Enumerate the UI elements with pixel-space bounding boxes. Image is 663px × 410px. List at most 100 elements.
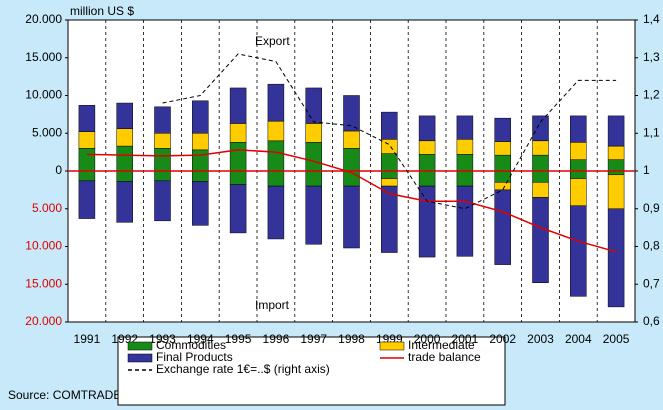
bar-segment bbox=[456, 154, 474, 172]
bar-segment bbox=[267, 185, 285, 240]
bar-segment bbox=[381, 185, 398, 253]
x-tick-label: 2002 bbox=[489, 332, 516, 346]
bar-segment bbox=[456, 115, 474, 140]
bar-segment bbox=[154, 170, 171, 182]
y2-tick-label: 1,1 bbox=[643, 125, 660, 139]
bar-segment bbox=[381, 111, 398, 140]
bar-segment bbox=[343, 95, 360, 132]
bar-segment bbox=[154, 148, 171, 172]
bar-segment bbox=[343, 185, 360, 249]
bar-segment bbox=[494, 117, 511, 142]
x-tick-label: 1996 bbox=[263, 332, 290, 346]
bar-segment bbox=[116, 128, 133, 147]
bar-segment bbox=[607, 115, 625, 147]
x-tick-label: 2001 bbox=[452, 332, 479, 346]
bar-segment bbox=[607, 159, 625, 172]
bar-segment bbox=[381, 139, 398, 154]
y-tick-label: 10.000 bbox=[25, 239, 62, 253]
bar-segment bbox=[381, 153, 398, 172]
bar-segment bbox=[532, 197, 549, 283]
bar-segment bbox=[305, 142, 322, 172]
y-tick-label: 15.000 bbox=[25, 276, 62, 290]
bar-segment bbox=[494, 182, 511, 191]
x-tick-label: 1993 bbox=[149, 332, 176, 346]
bar-segment bbox=[343, 148, 360, 172]
bar-segment bbox=[154, 106, 171, 134]
annotation: Export bbox=[255, 34, 290, 48]
bar-segment bbox=[418, 185, 436, 258]
x-tick-label: 1994 bbox=[187, 332, 214, 346]
y-tick-label: 15.000 bbox=[25, 50, 62, 64]
y-tick-label: 0 bbox=[55, 163, 62, 177]
legend bbox=[117, 336, 506, 406]
bar-segment bbox=[192, 181, 209, 226]
bar-segment bbox=[532, 154, 549, 172]
bar-segment bbox=[494, 154, 511, 172]
bar-segment bbox=[418, 140, 436, 155]
bar-segment bbox=[267, 170, 285, 187]
bar-segment bbox=[78, 170, 96, 182]
bar-segment bbox=[570, 205, 587, 297]
bar-segment bbox=[532, 182, 549, 198]
bar-segment bbox=[116, 170, 133, 182]
bar-segment bbox=[192, 133, 209, 151]
bar-segment bbox=[267, 120, 285, 142]
bar-segment bbox=[418, 170, 436, 187]
bar-segment bbox=[305, 185, 322, 245]
bar-segment bbox=[418, 154, 436, 172]
x-tick-label: 2004 bbox=[565, 332, 592, 346]
y-axis-label: million US $ bbox=[70, 4, 134, 18]
bar-segment bbox=[116, 145, 133, 172]
bar-segment bbox=[78, 105, 96, 132]
y-tick-label: 5.000 bbox=[32, 125, 62, 139]
bar-segment bbox=[78, 131, 96, 149]
bar-segment bbox=[570, 115, 587, 143]
legend-swatch bbox=[379, 341, 405, 351]
y2-tick-label: 1,2 bbox=[643, 88, 660, 102]
bar-segment bbox=[78, 148, 96, 172]
legend-label: trade balance bbox=[408, 350, 481, 364]
x-tick-label: 1998 bbox=[338, 332, 365, 346]
legend-label: Commodities bbox=[156, 338, 226, 352]
bar-segment bbox=[532, 170, 549, 183]
bar-segment bbox=[456, 185, 474, 257]
x-tick-label: 2005 bbox=[603, 332, 630, 346]
y2-tick-label: 0,8 bbox=[643, 239, 660, 253]
bar-segment bbox=[229, 170, 247, 185]
bar-segment bbox=[456, 139, 474, 155]
bar-segment bbox=[570, 178, 587, 206]
bar-segment bbox=[607, 208, 625, 308]
source: Source: COMTRADE bbox=[8, 388, 121, 402]
bar-segment bbox=[229, 123, 247, 143]
legend-label: Final Products bbox=[156, 350, 233, 364]
bar-segment bbox=[607, 174, 625, 209]
annotation: Import bbox=[255, 298, 290, 312]
y2-tick-label: 0,7 bbox=[643, 276, 660, 290]
bar-segment bbox=[267, 83, 285, 122]
bar-segment bbox=[570, 170, 587, 179]
legend-swatch bbox=[127, 353, 153, 363]
x-tick-label: 2003 bbox=[527, 332, 554, 346]
y2-tick-label: 1 bbox=[643, 163, 650, 177]
bar-segment bbox=[570, 142, 587, 160]
bar-segment bbox=[116, 181, 133, 223]
x-tick-label: 1995 bbox=[225, 332, 252, 346]
y-tick-label: 20.000 bbox=[25, 12, 62, 26]
line bbox=[86, 149, 617, 253]
y-tick-label: 20.000 bbox=[25, 314, 62, 328]
bar-segment bbox=[305, 87, 322, 124]
bar-segment bbox=[532, 115, 549, 142]
bar-segment bbox=[229, 184, 247, 234]
legend-label: Exchange rate 1€=..$ (right axis) bbox=[156, 362, 330, 376]
bar-segment bbox=[192, 149, 209, 172]
bar-segment bbox=[267, 140, 285, 172]
y2-tick-label: 0,6 bbox=[643, 314, 660, 328]
x-tick-label: 2000 bbox=[414, 332, 441, 346]
bar-segment bbox=[192, 100, 209, 134]
bar-segment bbox=[78, 180, 96, 219]
bar-segment bbox=[343, 130, 360, 149]
bar-segment bbox=[456, 170, 474, 187]
legend-swatch bbox=[127, 341, 153, 351]
bar-segment bbox=[116, 102, 133, 129]
